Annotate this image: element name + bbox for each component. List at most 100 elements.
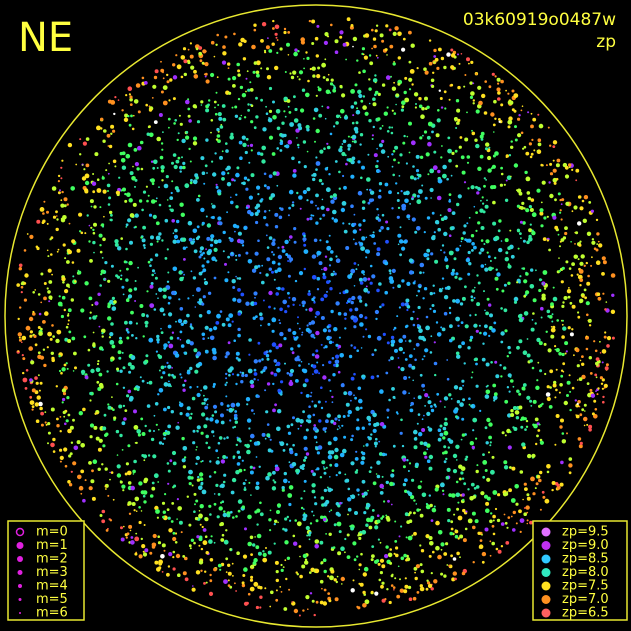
star xyxy=(267,322,271,326)
magnitude-marker xyxy=(17,556,23,562)
star xyxy=(63,363,67,367)
star xyxy=(180,55,186,60)
star xyxy=(265,410,269,414)
star xyxy=(167,565,171,568)
star xyxy=(442,164,447,170)
star xyxy=(520,237,522,240)
star xyxy=(90,479,95,484)
star xyxy=(304,558,308,561)
star xyxy=(419,271,422,275)
star xyxy=(388,126,391,129)
star xyxy=(541,180,546,185)
star xyxy=(588,324,592,327)
star xyxy=(443,251,446,254)
star xyxy=(187,297,190,300)
star xyxy=(35,419,40,424)
star xyxy=(537,429,541,432)
star xyxy=(456,551,460,556)
star xyxy=(444,450,448,455)
star xyxy=(135,83,141,88)
star xyxy=(488,334,491,337)
star xyxy=(293,95,296,99)
star xyxy=(59,455,64,460)
star xyxy=(530,268,534,272)
star xyxy=(127,331,130,334)
star xyxy=(606,336,612,341)
star xyxy=(173,164,178,170)
star xyxy=(260,98,263,102)
star xyxy=(372,231,375,234)
star xyxy=(253,28,257,32)
star xyxy=(405,298,410,303)
star xyxy=(569,390,572,393)
star xyxy=(339,35,343,39)
star xyxy=(500,307,503,310)
star xyxy=(238,277,242,280)
star xyxy=(528,237,533,242)
star xyxy=(84,180,90,186)
star xyxy=(456,400,461,404)
star xyxy=(227,172,230,175)
star xyxy=(307,608,309,610)
star xyxy=(154,253,159,257)
star xyxy=(241,505,245,509)
star xyxy=(448,98,451,101)
star xyxy=(558,352,562,356)
star xyxy=(152,533,157,539)
star xyxy=(562,362,566,366)
star xyxy=(452,469,458,474)
star xyxy=(423,252,428,258)
star xyxy=(410,175,414,180)
star xyxy=(444,107,447,110)
star xyxy=(483,184,486,188)
star xyxy=(576,364,580,368)
star xyxy=(151,486,156,491)
star xyxy=(227,271,230,274)
star xyxy=(403,376,408,380)
star xyxy=(355,121,359,125)
star xyxy=(149,284,154,289)
star xyxy=(122,366,126,370)
star xyxy=(449,531,454,536)
star xyxy=(602,292,605,295)
star xyxy=(182,165,186,170)
star xyxy=(321,182,324,186)
star xyxy=(232,516,235,519)
star xyxy=(595,390,597,392)
star xyxy=(443,65,447,70)
star xyxy=(412,323,416,327)
star xyxy=(128,512,132,515)
star xyxy=(480,226,485,230)
star xyxy=(312,364,317,369)
star xyxy=(596,292,601,297)
star xyxy=(447,136,451,140)
star xyxy=(278,215,283,220)
star xyxy=(198,537,203,542)
star xyxy=(186,495,189,498)
star xyxy=(277,521,279,524)
star xyxy=(457,501,460,504)
star xyxy=(162,371,166,375)
star xyxy=(515,416,520,420)
star xyxy=(61,159,64,162)
star xyxy=(58,295,61,298)
star xyxy=(162,77,165,80)
star xyxy=(480,491,485,496)
star xyxy=(455,492,461,498)
star xyxy=(352,45,354,48)
star xyxy=(568,287,570,289)
star xyxy=(494,75,497,78)
star xyxy=(470,91,475,96)
star xyxy=(299,304,301,306)
star xyxy=(455,272,459,276)
star xyxy=(533,149,536,152)
star xyxy=(46,287,49,290)
star xyxy=(579,441,583,445)
star xyxy=(271,329,275,333)
star xyxy=(107,190,109,192)
star xyxy=(302,508,305,510)
star xyxy=(203,394,205,397)
star xyxy=(319,149,324,154)
star xyxy=(554,396,557,399)
star xyxy=(61,388,67,393)
